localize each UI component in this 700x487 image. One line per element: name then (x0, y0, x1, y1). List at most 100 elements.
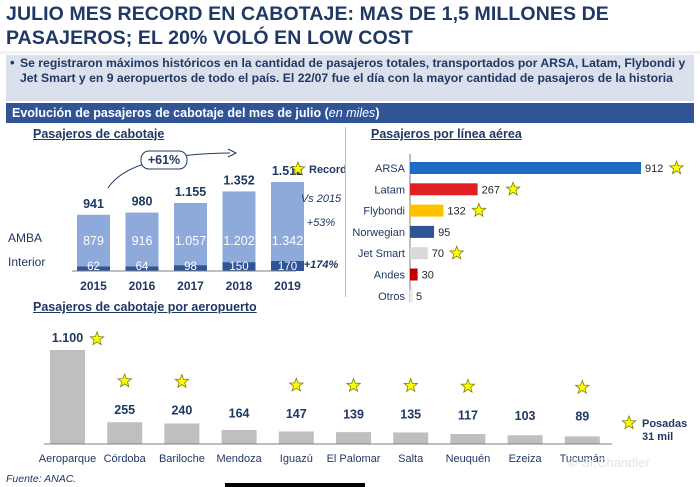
airport-star-icon (288, 377, 305, 392)
airline-bar (410, 183, 478, 196)
airport-value-label: 147 (286, 407, 307, 421)
amba-bar (174, 203, 207, 266)
airline-star-icon (471, 202, 487, 218)
airport-value-label: 164 (229, 407, 250, 421)
airport-star-icon (402, 377, 419, 393)
airport-tick-label: Neuquén (446, 453, 491, 465)
airport-bar (450, 434, 486, 444)
amba-value-label: 1.342 (272, 234, 303, 248)
year-tick-label: 2018 (226, 279, 253, 293)
growth-arrow-head (227, 148, 238, 158)
airport-passengers-chart: 1.100 Aeroparque 255 Córdoba 240 Bariloche 164… (39, 330, 687, 465)
year-tick-label: 2019 (274, 279, 301, 293)
amba-value-label: 916 (132, 234, 153, 248)
airline-bar (410, 268, 418, 281)
airline-bar (410, 247, 428, 260)
airport-tick-label: Bariloche (159, 453, 205, 465)
interior-bar (77, 266, 110, 271)
growth-annotation: +61% (148, 153, 180, 167)
intro-bullet: • (10, 55, 15, 70)
page-title: JULIO MES RECORD EN CABOTAJE: MAS DE 1,5… (6, 3, 609, 49)
airline-label: Otros (378, 291, 405, 302)
yearly-chart-title: Pasajeros de cabotaje (33, 127, 165, 141)
posadas-label: Posadas (642, 418, 687, 430)
airport-chart-title: Pasajeros de cabotaje por aeropuerto (33, 300, 257, 314)
yearly-passengers-chart: AMBA Interior 941 879 62 2015 980 916 64 2016 1.15… (8, 148, 345, 293)
airline-label: Flybondi (363, 206, 405, 218)
total-label: 980 (132, 195, 153, 209)
section-unit: en miles (328, 106, 376, 120)
interior-bar (125, 266, 159, 271)
airport-star-icon (89, 330, 105, 346)
interior-bar (174, 265, 207, 271)
airline-label: Norwegian (352, 227, 405, 239)
airport-value-label: 135 (400, 408, 421, 422)
airline-value-label: 70 (432, 248, 444, 260)
airport-bar (50, 350, 85, 444)
interior-bar (271, 260, 304, 271)
airport-bar (164, 423, 200, 444)
airport-tick-label: Tucumán (560, 453, 605, 465)
airport-bar (278, 431, 314, 444)
airline-star-icon (449, 245, 465, 260)
watermark: © Sr.Chandler (568, 455, 650, 470)
airport-tick-label: Córdoba (104, 453, 147, 465)
amba-bar (125, 212, 159, 267)
airport-value-label: 1.100 (52, 331, 83, 345)
airport-tick-label: Salta (398, 453, 424, 465)
airline-label: ARSA (375, 163, 406, 175)
airport-value-label: 117 (458, 408, 478, 422)
interior-series-label: Interior (8, 255, 45, 269)
vs-label: Vs 2015 (301, 193, 342, 205)
section-header-text: Evolución de pasajeros de cabotaje del m… (12, 103, 379, 123)
section-close: ) (375, 106, 380, 120)
bottom-mark (225, 483, 365, 487)
airport-star-icon (174, 373, 190, 389)
airport-bar (336, 432, 371, 444)
record-label: Record (309, 164, 345, 176)
airport-value-label: 89 (575, 410, 589, 424)
total-label: 1.155 (175, 185, 206, 199)
year-tick-label: 2016 (129, 279, 156, 293)
amba-bar (222, 191, 256, 263)
interior-value-label: 98 (184, 261, 197, 273)
airport-bar (107, 422, 143, 444)
airport-value-label: 103 (515, 409, 536, 423)
airport-tick-label: Mendoza (216, 453, 262, 465)
airline-star-icon (668, 159, 685, 175)
intro-text: Se registraron máximos históricos en la … (20, 56, 686, 85)
airline-value-label: 5 (416, 291, 422, 302)
airline-value-label: 267 (482, 184, 500, 196)
airline-star-icon (505, 181, 521, 196)
airport-star-icon (116, 372, 133, 388)
interior-bar (222, 262, 256, 271)
airport-tick-label: Ezeiza (509, 453, 543, 465)
growth-badge (140, 150, 188, 170)
airline-value-label: 95 (438, 227, 450, 239)
airport-tick-label: Iguazú (280, 453, 313, 465)
intro-box: • Se registraron máximos históricos en l… (6, 55, 694, 101)
title-rule (0, 51, 700, 54)
airport-bar (221, 429, 257, 444)
airport-bar (564, 436, 600, 444)
section-header: Evolución de pasajeros de cabotaje del m… (6, 103, 694, 123)
airport-star-icon (345, 377, 362, 393)
airline-label: Andes (374, 270, 406, 282)
section-label: Evolución de pasajeros de cabotaje del m… (12, 106, 329, 120)
airport-bar (393, 432, 429, 444)
airport-star-icon (460, 378, 476, 394)
posadas-value: 31 mil (642, 431, 673, 443)
airline-bar (410, 204, 444, 217)
total-label: 941 (83, 197, 104, 211)
posadas-star-icon (621, 414, 637, 430)
airline-label: Latam (374, 184, 405, 196)
amba-value-label: 1.057 (175, 234, 206, 248)
airline-chart-title: Pasajeros por línea aérea (371, 127, 522, 141)
airline-bar (409, 289, 413, 302)
year-tick-label: 2017 (177, 279, 204, 293)
record-star-icon (290, 160, 306, 176)
year-tick-label: 2015 (80, 279, 107, 293)
amba-series-label: AMBA (8, 231, 42, 245)
airline-value-label: 132 (447, 206, 465, 218)
airline-label: Jet Smart (358, 248, 405, 260)
